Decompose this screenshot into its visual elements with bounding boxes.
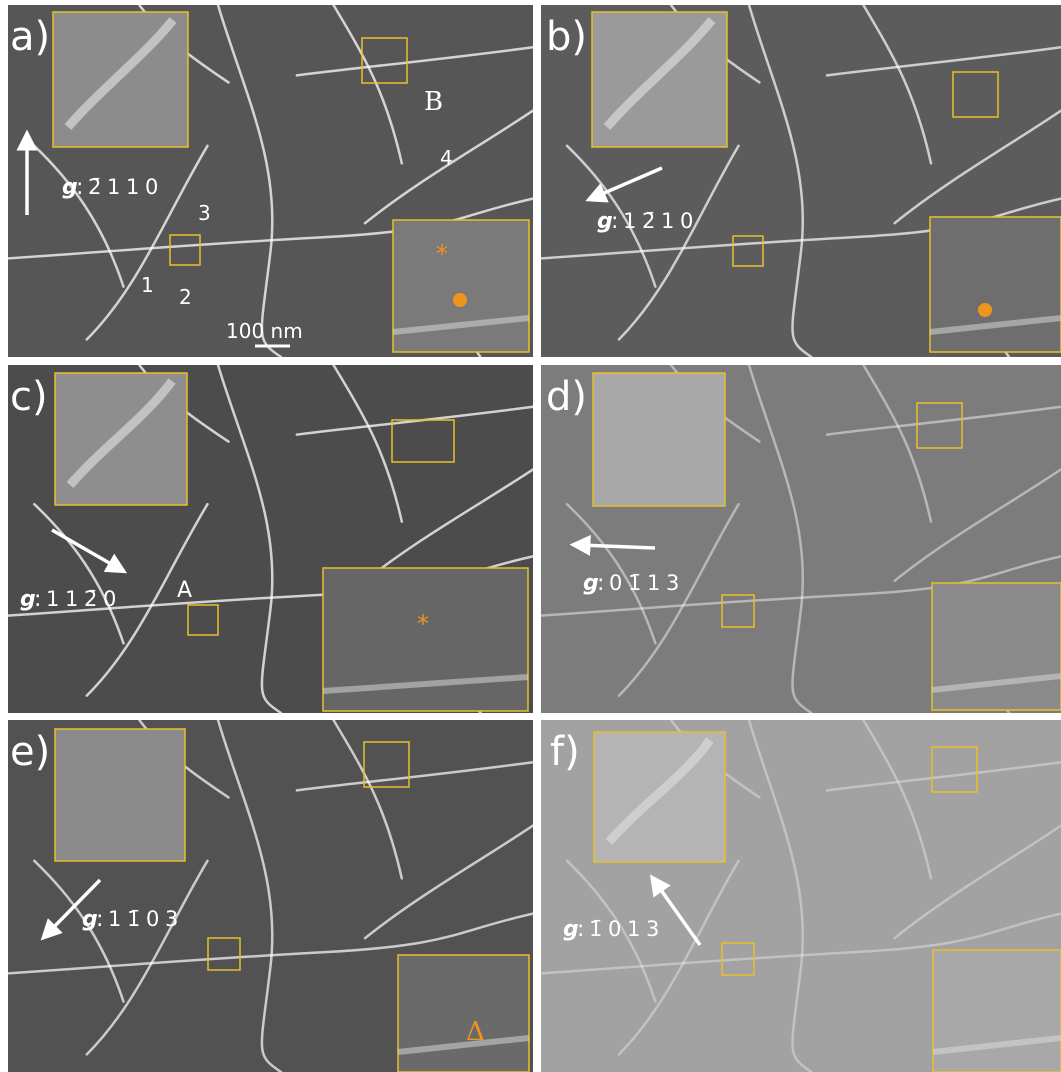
inset	[593, 373, 725, 506]
g-index: 2̄	[642, 209, 655, 233]
g-index: 1	[46, 587, 59, 611]
annotation: *	[417, 610, 429, 638]
g-index: 0	[145, 175, 158, 199]
panel-label: a)	[10, 14, 50, 60]
inset	[932, 583, 1061, 710]
g-index: 1	[647, 571, 660, 595]
g-index: 3	[646, 917, 659, 941]
g-separator: :	[34, 587, 41, 612]
g-index: 2̄	[84, 587, 97, 611]
inset	[398, 955, 529, 1072]
panel-label: f)	[550, 729, 580, 775]
g-index: 1	[627, 917, 640, 941]
inset	[933, 950, 1061, 1072]
marker-dot	[978, 303, 992, 317]
page: {"panels": [ {"label": "a)", "g_symbol":…	[0, 0, 1061, 1072]
g-index: 1	[107, 175, 120, 199]
panel-label: e)	[10, 729, 50, 775]
g-index: 0	[680, 209, 693, 233]
g-index: 0	[146, 907, 159, 931]
figure: a)g:2̄110312B4100 nm*b)g:12̄10c)g:112̄0A…	[0, 0, 1061, 1072]
g-separator: :	[96, 907, 103, 932]
g-index: 0	[103, 587, 116, 611]
annotation: Δ	[466, 1017, 485, 1047]
g-index: 3	[165, 907, 178, 931]
g-index: 1̄	[127, 907, 140, 931]
g-index: 0	[608, 917, 621, 941]
body: a)g:2̄110312B4100 nm*b)g:12̄10c)g:112̄0A…	[0, 0, 1061, 1072]
annotation: 1	[141, 273, 154, 297]
g-index: 1	[65, 587, 78, 611]
g-index: 3	[666, 571, 679, 595]
inset	[55, 729, 185, 861]
annotation: B	[424, 87, 443, 117]
annotation: 100 nm	[226, 319, 303, 343]
g-index: 1	[108, 907, 121, 931]
g-index: 1	[661, 209, 674, 233]
panel-label: b)	[546, 14, 587, 60]
panel-label: c)	[10, 374, 48, 420]
annotation: *	[436, 240, 448, 268]
g-separator: :	[577, 917, 584, 942]
annotation: A	[177, 578, 192, 603]
g-index: 1̄	[628, 571, 641, 595]
g-index: 1	[126, 175, 139, 199]
g-index: 0	[609, 571, 622, 595]
annotation: 4	[440, 146, 453, 170]
g-separator: :	[611, 209, 618, 234]
g-separator: :	[76, 175, 83, 200]
g-index: 1	[623, 209, 636, 233]
annotation: 2	[179, 285, 192, 309]
annotation: 3	[198, 201, 211, 225]
panel-label: d)	[546, 374, 587, 420]
g-index: 2̄	[88, 175, 101, 199]
g-separator: :	[597, 571, 604, 596]
g-index: 1̄	[589, 917, 602, 941]
marker-dot	[453, 293, 467, 307]
